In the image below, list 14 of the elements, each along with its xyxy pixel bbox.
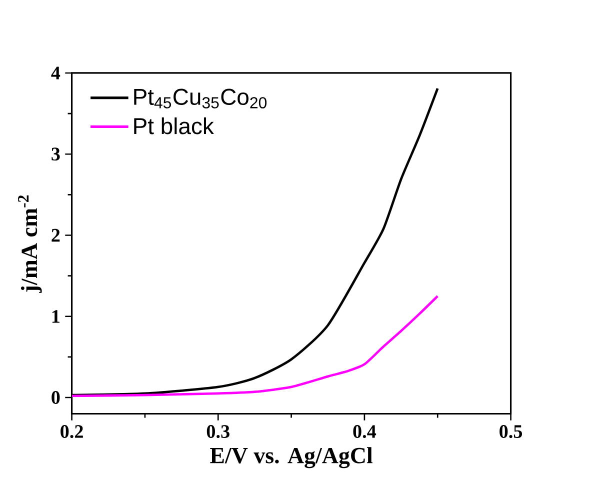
x-tick-label: 0.2 (60, 425, 83, 438)
y-tick-label: 2 (52, 228, 60, 242)
y-axis-title: j/mA cm$^{-2}$ (18, 195, 42, 293)
x-axis-title: E/V vs. Ag/AgCl (210, 447, 372, 468)
legend-label: Pt black (134, 117, 214, 134)
y-tick-label: 4 (51, 66, 60, 80)
y-tick-label: 0 (52, 391, 60, 404)
legend-label: Pt$_{45}$Cu$_{35}$Co$_{20}$ (134, 88, 267, 108)
line-series (72, 294, 439, 398)
x-tick-label: 0.5 (500, 425, 522, 438)
y-tick-label: 1 (52, 310, 60, 323)
x-tick-label: 0.4 (353, 425, 376, 438)
x-tick-label: 0.3 (206, 425, 230, 438)
y-tick-label: 3 (52, 148, 60, 161)
